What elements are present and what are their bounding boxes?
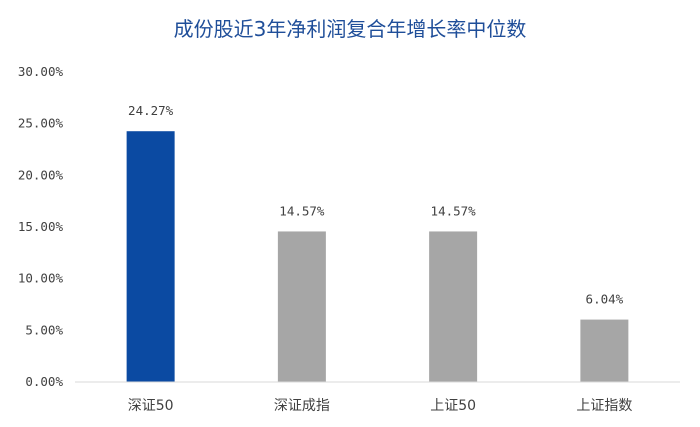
data-label: 24.27% [128, 103, 174, 118]
y-tick-label: 5.00% [25, 322, 63, 337]
y-tick-label: 10.00% [18, 271, 64, 286]
bar [429, 231, 478, 382]
y-tick-label: 20.00% [18, 167, 64, 182]
x-tick-label: 深证成指 [274, 398, 330, 414]
y-tick-label: 15.00% [18, 219, 64, 234]
y-tick-label: 25.00% [18, 116, 64, 131]
bars [126, 131, 629, 382]
bar [126, 131, 175, 382]
x-tick-label: 上证50 [430, 398, 476, 414]
data-label: 14.57% [431, 203, 477, 218]
data-label: 6.04% [586, 292, 624, 307]
bar [277, 231, 326, 382]
chart-title: 成份股近3年净利润复合年增长率中位数 [174, 17, 527, 41]
data-label: 14.57% [279, 203, 325, 218]
data-labels: 24.27% 14.57% 14.57% 6.04% [128, 103, 624, 306]
y-tick-label: 30.00% [18, 64, 64, 79]
x-axis: 深证50 深证成指 上证50 上证指数 [75, 381, 680, 414]
y-axis: 0.00% 5.00% 10.00% 15.00% 20.00% 25.00% 30.00% [18, 64, 64, 389]
x-tick-label: 上证指数 [576, 398, 632, 414]
x-tick-label: 深证50 [128, 398, 174, 414]
y-tick-label: 0.00% [25, 374, 63, 389]
bar [580, 319, 629, 382]
